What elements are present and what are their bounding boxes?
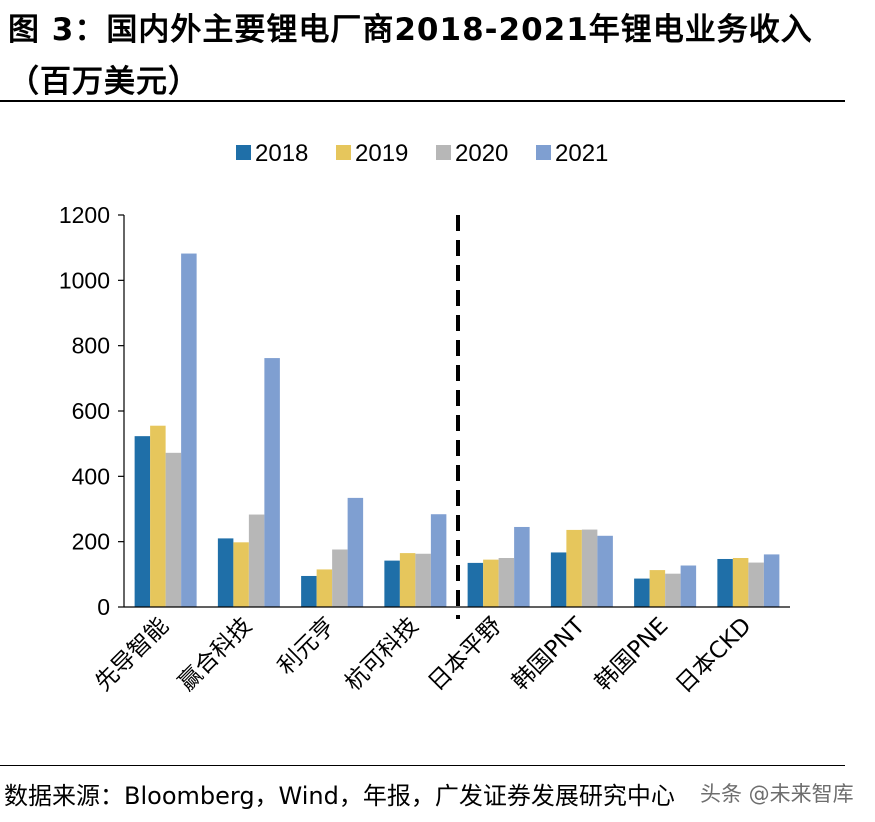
bar-2018 — [134, 436, 151, 607]
bar-2021 — [347, 497, 364, 607]
bar-2020 — [165, 452, 182, 607]
bar-2020 — [332, 549, 348, 607]
y-tick-label: 800 — [72, 333, 110, 359]
bar-2020 — [248, 514, 265, 607]
bar-2021 — [430, 514, 447, 607]
x-category-label: 先导智能 — [90, 613, 173, 696]
y-tick-label: 0 — [97, 594, 110, 620]
x-category-label: 杭可科技 — [340, 613, 423, 696]
bar-chart: 2018 2019 2020 2021 0 200 400 600 800 1000 1200 先… — [59, 140, 790, 698]
x-category-label: 赢合科技 — [174, 613, 257, 696]
bar-2021 — [264, 358, 280, 607]
bar-2018 — [217, 538, 234, 607]
bar-2018 — [467, 562, 484, 607]
bar-2019 — [483, 559, 499, 607]
bar-2018 — [550, 552, 567, 607]
legend-swatch — [436, 145, 451, 160]
bar-2018 — [717, 558, 733, 607]
watermark: 头条 @未来智库 — [700, 782, 854, 806]
x-category-label: 日本CKD — [671, 613, 756, 698]
bars — [134, 215, 780, 619]
bar-2019 — [732, 558, 749, 607]
title-divider — [0, 100, 845, 102]
bar-2020 — [748, 562, 764, 607]
bar-2021 — [181, 253, 197, 607]
bar-2021 — [597, 535, 613, 607]
legend-swatch — [336, 145, 351, 160]
legend-swatch — [536, 145, 551, 160]
bar-2021 — [763, 554, 780, 607]
bar-2019 — [399, 553, 416, 607]
bar-2018 — [384, 560, 400, 607]
y-axis: 0 200 400 600 800 1000 1200 — [59, 202, 125, 620]
bar-2020 — [498, 558, 515, 607]
bar-2018 — [301, 575, 317, 607]
chart-title: 图 3：国内外主要锂电厂商2018-2021年锂电业务收入（百万美元） — [8, 12, 813, 100]
legend-label: 2019 — [355, 140, 408, 167]
bar-2020 — [665, 573, 681, 607]
x-category-label: 日本平野 — [423, 613, 506, 696]
legend-swatch — [236, 145, 251, 160]
x-category-label: 韩国PNT — [507, 612, 590, 695]
y-tick-label: 200 — [72, 529, 110, 555]
y-tick-label: 600 — [72, 398, 110, 424]
legend-label: 2021 — [555, 140, 608, 167]
y-tick-label: 1200 — [59, 202, 110, 228]
x-category-label: 韩国PNE — [590, 613, 673, 696]
y-tick-label: 400 — [72, 463, 110, 489]
bar-2019 — [649, 570, 666, 607]
bar-2019 — [316, 569, 333, 607]
bar-2019 — [233, 542, 249, 607]
source-note: 数据来源：Bloomberg，Wind，年报，广发证券发展研究中心 — [4, 782, 675, 810]
bar-2020 — [415, 553, 431, 607]
bar-2020 — [581, 529, 598, 607]
legend: 2018 2019 2020 2021 — [236, 140, 608, 167]
bar-2021 — [514, 526, 530, 607]
footer-divider — [0, 765, 845, 766]
legend-label: 2020 — [455, 140, 508, 167]
bar-2019 — [150, 425, 166, 607]
bar-2019 — [566, 529, 582, 607]
x-category-label: 利元亨 — [273, 613, 340, 680]
bar-2021 — [680, 565, 697, 607]
legend-label: 2018 — [255, 140, 308, 167]
bar-2018 — [634, 578, 650, 607]
y-tick-label: 1000 — [59, 267, 110, 293]
